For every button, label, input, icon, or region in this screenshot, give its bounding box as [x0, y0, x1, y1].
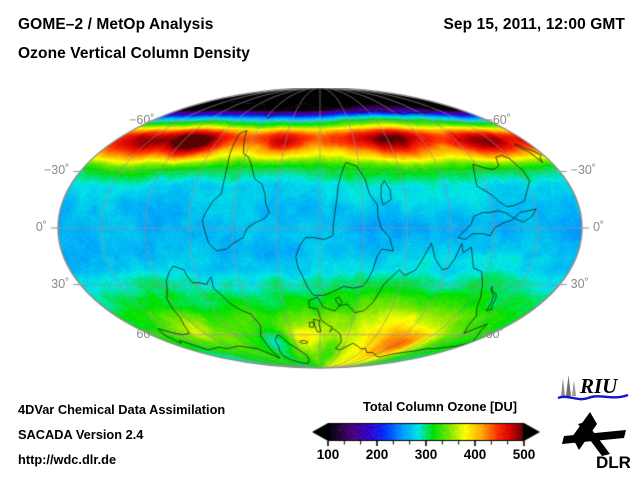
timestamp-label: Sep 15, 2011, 12:00 GMT [443, 16, 625, 34]
colorbar-tick-200: 200 [366, 447, 389, 462]
footer-line-version: SACADA Version 2.4 [18, 427, 143, 442]
dlr-wordmark: DLR [596, 453, 630, 472]
dlr-mark-icon [562, 412, 626, 456]
latitude-label-left-60: 60˚ [0, 327, 154, 341]
colorbar-tick-300: 300 [415, 447, 438, 462]
footer-line-assimilation: 4DVar Chemical Data Assimilation [18, 402, 225, 417]
latitude-label-right--60: −60˚ [486, 113, 511, 127]
latitude-label-left-30: 30˚ [0, 277, 69, 291]
footer-line-url: http://wdc.dlr.de [18, 452, 116, 467]
colorbar-tick-400: 400 [464, 447, 487, 462]
colorbar [310, 421, 542, 447]
latitude-label-right--30: −30˚ [571, 163, 596, 177]
colorbar-title: Total Column Ozone [DU] [340, 399, 540, 414]
colorbar-tick-500: 500 [513, 447, 536, 462]
riu-wordmark: RIU [579, 374, 619, 398]
latitude-label-left-0: 0˚ [0, 220, 47, 234]
latitude-label-left--30: −30˚ [0, 163, 69, 177]
latitude-label-right-30: 30˚ [571, 277, 589, 291]
instrument-title: GOME–2 / MetOp Analysis [18, 16, 214, 34]
dlr-logo: DLR [560, 410, 630, 472]
colorbar-gradient [310, 421, 542, 447]
riu-logo: RIU [556, 374, 632, 404]
ozone-map: 60˚ 60˚ 30˚ 30˚ 0˚ 0˚ −30˚ −30˚ −60˚ −60˚ [0, 88, 640, 380]
latitude-label-left--60: −60˚ [0, 113, 154, 127]
latitude-label-right-0: 0˚ [593, 220, 604, 234]
product-title: Ozone Vertical Column Density [18, 45, 250, 63]
riu-spires-icon [561, 375, 576, 396]
latitude-label-right-60: 60˚ [486, 327, 504, 341]
colorbar-tick-labels: 100 200 300 400 500 [296, 447, 556, 467]
colorbar-tick-100: 100 [317, 447, 340, 462]
